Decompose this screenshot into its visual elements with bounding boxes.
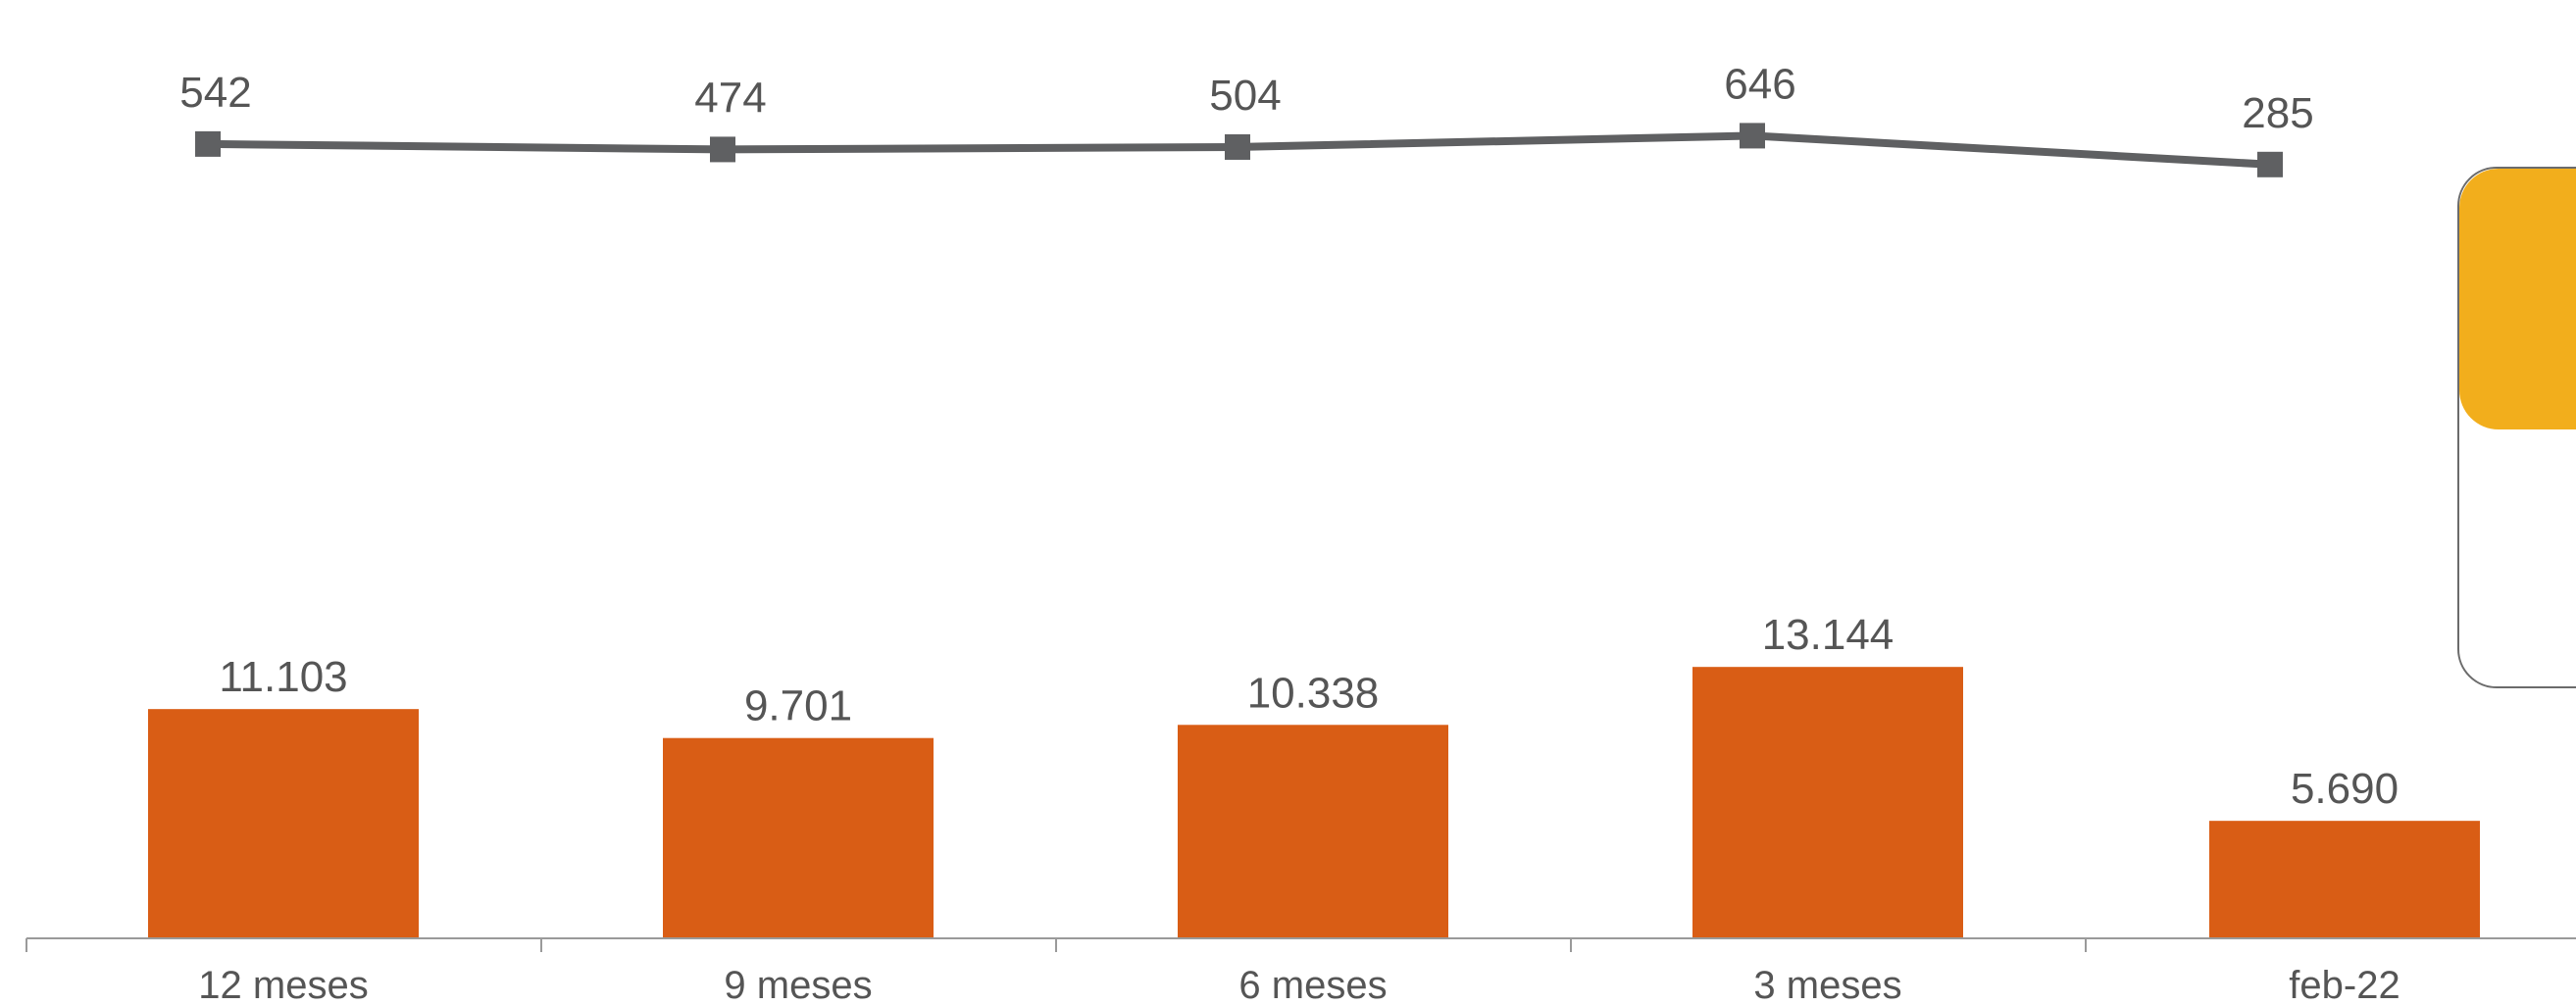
x-tick-label: 9 meses	[724, 964, 872, 1006]
bar-value-label: 9.701	[744, 682, 852, 730]
line-value-label: 474	[694, 74, 766, 122]
x-tick-label: feb-22	[2289, 964, 2399, 1006]
side-card	[2457, 167, 2576, 688]
bar	[1692, 667, 1963, 938]
line-value-label: 646	[1724, 60, 1795, 108]
bar-value-label: 5.690	[2291, 765, 2399, 813]
bar-value-label: 10.338	[1247, 669, 1380, 717]
line-value-label: 542	[179, 69, 251, 117]
bar	[148, 709, 419, 938]
x-axis: 12 meses 9 meses 6 meses 3 meses feb-22	[25, 937, 2576, 1006]
line-value-label: 504	[1209, 72, 1281, 120]
line-marker	[195, 130, 221, 157]
x-tick-label: 3 meses	[1753, 964, 1901, 1006]
bar-series: 11.103 9.701 10.338 13.144 5.690	[148, 611, 2480, 938]
bar	[2209, 821, 2480, 938]
line-marker	[1740, 123, 1765, 149]
side-card-header	[2459, 169, 2576, 429]
line-marker	[1225, 133, 1250, 160]
bar	[663, 737, 934, 938]
x-tick-label: 12 meses	[198, 964, 368, 1006]
line-marker	[2257, 151, 2283, 177]
line-marker	[710, 136, 735, 163]
line-series: 542 474 504 646 285	[179, 60, 2314, 177]
bar-value-label: 13.144	[1762, 611, 1894, 659]
x-tick-label: 6 meses	[1238, 964, 1387, 1006]
bar	[1178, 725, 1448, 938]
bar-value-label: 11.103	[219, 653, 347, 701]
line-value-label: 285	[2242, 89, 2313, 137]
